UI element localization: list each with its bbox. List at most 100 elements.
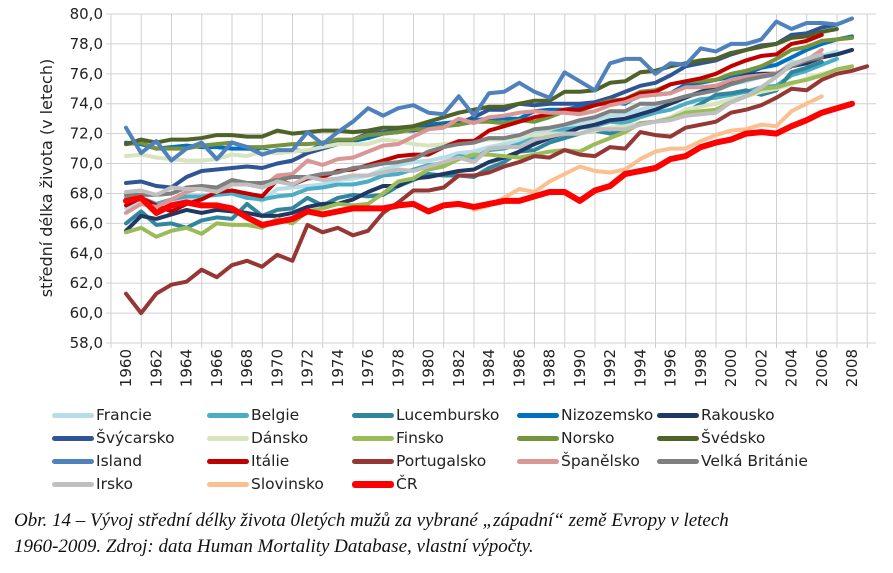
x-tick-label: 1968: [238, 349, 256, 387]
legend-label: Island: [96, 452, 143, 470]
series-line-švédsko: [124, 27, 839, 147]
legend-label: Švýcarsko: [96, 429, 175, 447]
x-tick-label: 1988: [541, 349, 559, 387]
legend-swatch: [352, 435, 394, 441]
legend-swatch: [207, 435, 249, 441]
x-axis-ticks: 1960 1962 1964 1966 1968 1970 1972 1974 1976 1978…: [117, 349, 861, 387]
x-tick-label: 1984: [480, 349, 498, 387]
legend-swatch: [52, 458, 94, 464]
y-tick-label: 70,0: [70, 155, 103, 173]
legend-label: Rakousko: [701, 406, 775, 424]
legend-swatch: [657, 435, 699, 441]
x-tick-label: 1966: [208, 349, 226, 387]
x-tick-label: 1990: [571, 349, 589, 387]
legend-label: Finsko: [396, 429, 444, 447]
x-tick-label: 1986: [510, 349, 528, 387]
legend-swatch: [207, 481, 249, 487]
line-chart: 58,0 60,0 62,0 64,0 66,0 68,0 70,0 72,0 74,0 76,0…: [37, 5, 876, 387]
series-line-velká-británie: [124, 55, 824, 197]
caption-line-1: Obr. 14 – Vývoj střední délky života 0le…: [14, 510, 729, 531]
legend-item: Portugalsko: [352, 450, 486, 472]
x-tick-label: 2008: [843, 349, 861, 387]
y-tick-label: 76,0: [70, 65, 103, 83]
x-tick-label: 1962: [147, 349, 165, 387]
y-tick-label: 72,0: [70, 125, 103, 143]
x-tick-label: 1976: [359, 349, 377, 387]
legend-label: Itálie: [251, 452, 290, 470]
legend-label: Slovinsko: [251, 475, 324, 493]
x-tick-label: 1982: [450, 349, 468, 387]
legend-item: Lucembursko: [352, 404, 499, 426]
series-line-slovinsko: [471, 94, 824, 212]
legend-item: Itálie: [207, 450, 289, 472]
legend-swatch: [207, 412, 249, 418]
legend-swatch: [207, 458, 249, 464]
legend-item: Švýcarsko: [52, 427, 175, 449]
x-tick-label: 1980: [420, 349, 438, 387]
x-tick-label: 1998: [692, 349, 710, 387]
legend-label: Norsko: [561, 429, 615, 447]
legend-swatch: [52, 481, 94, 487]
legend-label: Španělsko: [561, 452, 640, 470]
y-tick-label: 64,0: [70, 244, 103, 262]
y-tick-label: 78,0: [70, 35, 103, 53]
legend-swatch: [352, 480, 394, 488]
legend-label: Dánsko: [251, 429, 309, 447]
legend-swatch: [352, 458, 394, 464]
legend-label: Belgie: [251, 406, 300, 424]
legend-item: Španělsko: [517, 450, 640, 472]
legend-swatch: [517, 412, 559, 418]
y-tick-label: 68,0: [70, 184, 103, 202]
x-tick-label: 1970: [268, 349, 286, 387]
legend-swatch: [657, 458, 699, 464]
legend-item: Norsko: [517, 427, 614, 449]
y-tick-label: 74,0: [70, 95, 103, 113]
figure-caption: Obr. 14 – Vývoj střední délky života 0le…: [14, 508, 889, 560]
y-tick-label: 80,0: [70, 5, 103, 23]
series-line-irsko: [124, 52, 824, 197]
x-tick-label: 2002: [752, 349, 770, 387]
caption-line-2: 1960-2009. Zdroj: data Human Mortality D…: [14, 536, 534, 557]
x-tick-label: 1994: [631, 349, 649, 387]
legend-item: Nizozemsko: [517, 404, 653, 426]
x-tick-label: 2004: [783, 349, 801, 387]
legend-swatch: [52, 435, 94, 441]
legend-item: Francie: [52, 404, 152, 426]
x-tick-label: 2000: [722, 349, 740, 387]
legend-label: Irsko: [96, 475, 133, 493]
x-tick-label: 1978: [389, 349, 407, 387]
legend-label: Portugalsko: [396, 452, 487, 470]
x-tick-label: 1992: [601, 349, 619, 387]
gridlines: [106, 13, 876, 348]
legend-item: Island: [52, 450, 142, 472]
y-tick-label: 58,0: [70, 334, 103, 352]
x-tick-label: 1996: [662, 349, 680, 387]
y-tick-label: 60,0: [70, 304, 103, 322]
series-line-portugalsko: [124, 64, 870, 316]
x-tick-label: 1964: [178, 349, 196, 387]
legend-label: Francie: [96, 406, 152, 424]
legend-swatch: [352, 412, 394, 418]
legend-label: Lucembursko: [396, 406, 500, 424]
legend-item: Slovinsko: [207, 473, 324, 495]
legend-item: Irsko: [52, 473, 133, 495]
y-tick-label: 66,0: [70, 214, 103, 232]
legend-label: Švédsko: [701, 429, 766, 447]
y-tick-label: 62,0: [70, 274, 103, 292]
legend-swatch: [517, 458, 559, 464]
legend-label: Velká Británie: [701, 452, 808, 470]
legend-item: Belgie: [207, 404, 299, 426]
x-tick-label: 1972: [299, 349, 317, 387]
legend-item: Švédsko: [657, 427, 765, 449]
legend-swatch: [52, 412, 94, 418]
legend-swatch: [517, 435, 559, 441]
series-lines: [123, 16, 870, 316]
y-axis-ticks: 58,0 60,0 62,0 64,0 66,0 68,0 70,0 72,0 74,0 76,0…: [70, 5, 103, 352]
legend-item: Dánsko: [207, 427, 308, 449]
legend-item: Velká Británie: [657, 450, 808, 472]
series-line-island: [124, 16, 854, 163]
legend-item: ČR: [352, 473, 418, 495]
legend-label: ČR: [396, 475, 418, 493]
x-tick-label: 1974: [329, 349, 347, 387]
legend-swatch: [657, 412, 699, 418]
